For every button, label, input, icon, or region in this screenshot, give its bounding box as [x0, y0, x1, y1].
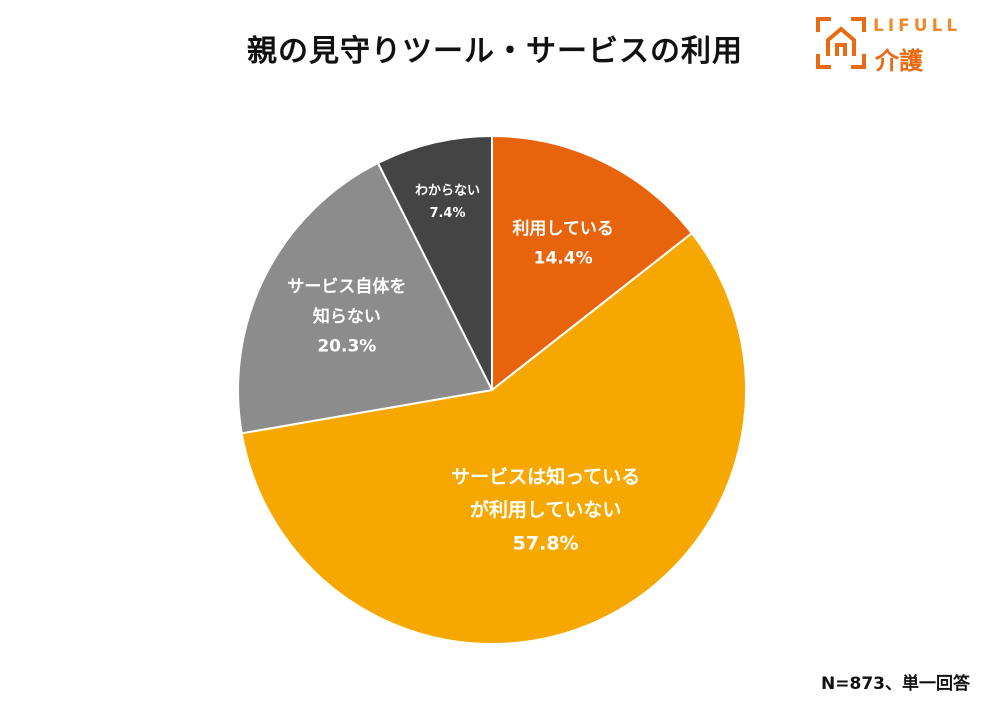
slice-category-label: 知らない — [312, 306, 381, 327]
slice-category-label: が利用していない — [470, 498, 621, 521]
slice-value-label: 7.4% — [429, 206, 465, 221]
slice-value-label: 14.4% — [534, 249, 593, 269]
slice-category-label: わからない — [415, 183, 480, 198]
slice-category-label: サービスは知っている — [451, 465, 640, 488]
chart-title: 親の見守りツール・サービスの利用 — [247, 34, 743, 69]
slice-category-label: サービス自体を — [287, 276, 406, 297]
logo-wordmark: LIFULL — [873, 16, 962, 36]
slice-value-label: 57.8% — [513, 532, 579, 554]
slice-category-label: 利用している — [512, 218, 614, 239]
slice-label-group: 利用している 14.4% — [512, 218, 614, 269]
lifull-kaigo-logo: LIFULL 介護 — [815, 14, 990, 75]
pie-slice — [376, 134, 493, 391]
slice-value-label: 20.3% — [317, 337, 376, 357]
pie-slice — [491, 134, 694, 393]
house-frame-icon — [816, 17, 866, 69]
pie-slice — [240, 231, 747, 645]
pie-slice — [237, 161, 494, 435]
sample-note: N=873、単一回答 — [821, 674, 970, 694]
slice-label-group: わからない 7.4% — [415, 183, 480, 221]
logo-subtitle: 介護 — [875, 47, 923, 75]
